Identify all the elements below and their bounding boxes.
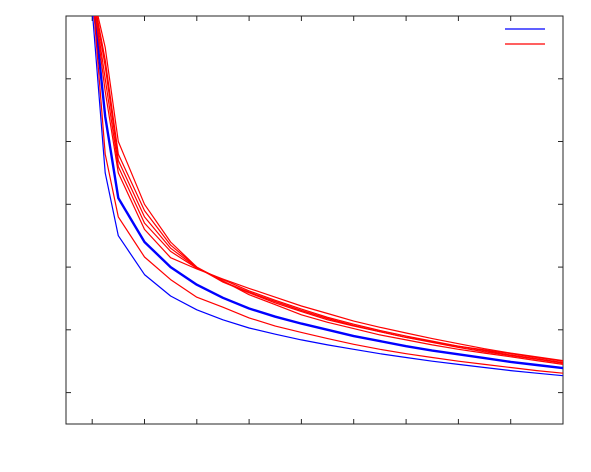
series-lines (92, 16, 563, 377)
axis-ticks (66, 16, 563, 424)
series-line-2 (93, 16, 563, 374)
legend (505, 28, 545, 45)
plot-area (65, 15, 564, 425)
series-line-6 (94, 16, 563, 362)
series-line-7 (95, 16, 563, 362)
series-line-1 (93, 16, 563, 370)
series-line-3 (97, 16, 563, 365)
series-line-4 (96, 16, 563, 364)
series-line-0 (92, 16, 563, 377)
